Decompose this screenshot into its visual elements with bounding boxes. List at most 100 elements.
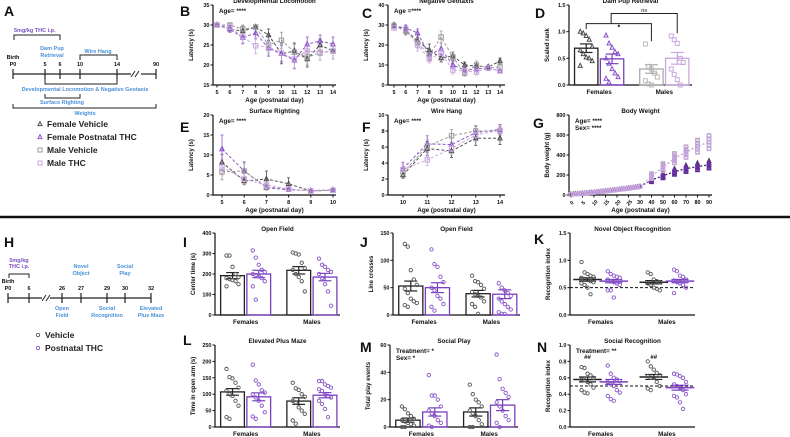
y-tick-label: 0.0 xyxy=(558,83,566,89)
x-tick-label: 9 xyxy=(267,90,270,96)
data-point xyxy=(683,150,689,155)
chart-title: Open Field xyxy=(440,226,473,233)
chart-title: Dam Pup Retrieval xyxy=(603,0,659,5)
y-axis-label: Recognition index xyxy=(546,247,552,300)
y-tick-label: 0.0 xyxy=(559,425,567,431)
data-point xyxy=(304,54,310,60)
data-point xyxy=(479,404,484,409)
series-line xyxy=(221,161,334,192)
y-tick-label: 250 xyxy=(202,343,211,349)
data-point xyxy=(450,67,456,73)
y-tick-label: 1.0 xyxy=(559,258,567,264)
data-point xyxy=(467,408,472,413)
data-point xyxy=(470,424,475,430)
data-point xyxy=(674,269,680,274)
data-point xyxy=(683,145,689,150)
timeline-break-1 xyxy=(41,294,47,302)
x-tick-label: 5 xyxy=(215,90,218,96)
data-point xyxy=(695,150,700,155)
chart-title: Negative Geotaxis xyxy=(419,0,474,5)
data-point xyxy=(405,290,410,296)
data-point xyxy=(265,44,272,51)
data-point xyxy=(429,247,434,252)
data-point xyxy=(585,391,590,396)
data-point xyxy=(414,42,421,48)
data-point xyxy=(642,41,648,47)
data-point xyxy=(668,33,674,39)
treatment-label: 5mg/kg xyxy=(9,258,28,264)
data-point xyxy=(611,398,616,403)
x-tick-label: 5 xyxy=(220,200,223,206)
x-tick-label: 70 xyxy=(683,200,689,206)
y-tick-label: 4 xyxy=(381,161,385,167)
significance-label: ns xyxy=(641,8,647,14)
data-point xyxy=(605,393,610,398)
data-point xyxy=(426,56,433,62)
data-point xyxy=(400,169,406,176)
data-point xyxy=(680,282,686,288)
timeline-tick-label: 27 xyxy=(78,286,84,292)
y-tick-label: 400 xyxy=(202,231,211,237)
data-point xyxy=(411,277,416,282)
data-point xyxy=(476,418,481,423)
data-point xyxy=(611,383,616,389)
group-vehicle xyxy=(573,277,602,282)
data-point xyxy=(240,34,246,40)
data-point xyxy=(606,78,612,85)
treatment-bracket xyxy=(13,34,61,40)
wire-hang-bracket xyxy=(79,54,118,60)
data-point xyxy=(706,158,712,164)
timeline-tick-label: 6 xyxy=(27,286,30,292)
x-tick-label: 14 xyxy=(497,90,504,96)
data-point xyxy=(402,424,408,430)
y-tick-label: 1.5 xyxy=(558,3,566,9)
data-point xyxy=(408,268,413,273)
data-point xyxy=(674,77,680,83)
x-tick-label: 9 xyxy=(440,90,443,96)
data-point xyxy=(677,400,683,405)
data-point xyxy=(405,304,410,309)
y-axis-label: Line crosses xyxy=(369,255,375,292)
x-tick-label: 10 xyxy=(400,200,406,206)
data-point xyxy=(450,54,456,60)
data-point xyxy=(494,420,499,426)
y-tick-label: 25 xyxy=(203,43,209,49)
data-point xyxy=(671,71,677,77)
data-point xyxy=(449,52,456,59)
data-point xyxy=(648,66,654,72)
x-axis-label: Age (postnatal day) xyxy=(245,97,303,104)
data-point xyxy=(322,282,328,287)
data-point xyxy=(671,290,677,296)
data-point xyxy=(426,408,431,413)
significance-mark: ## xyxy=(650,355,657,361)
data-point xyxy=(470,411,475,416)
surface-bracket xyxy=(44,94,81,99)
category-label: Females xyxy=(233,431,259,437)
data-point xyxy=(499,285,504,290)
data-point xyxy=(259,267,264,273)
category-label: Females xyxy=(588,431,614,437)
data-point xyxy=(438,50,444,56)
data-point xyxy=(706,133,712,139)
data-point xyxy=(496,281,501,286)
data-point xyxy=(438,296,443,301)
data-point xyxy=(496,134,504,141)
data-point xyxy=(603,54,609,61)
data-point xyxy=(579,259,584,265)
timeline-tick-label: 90 xyxy=(153,62,159,68)
data-point xyxy=(424,157,430,163)
data-point xyxy=(473,413,478,419)
data-point xyxy=(680,60,686,66)
data-point xyxy=(588,373,593,378)
data-point xyxy=(236,282,241,287)
series-line xyxy=(221,148,334,192)
y-tick-label: 0 xyxy=(386,313,389,319)
data-point xyxy=(672,151,677,157)
y-tick-label: 50 xyxy=(205,409,211,415)
y-tick-label: 10 xyxy=(378,113,384,119)
data-point xyxy=(683,285,689,290)
x-tick-label: 15 xyxy=(603,199,611,207)
data-point xyxy=(677,82,683,88)
data-point xyxy=(633,185,638,190)
